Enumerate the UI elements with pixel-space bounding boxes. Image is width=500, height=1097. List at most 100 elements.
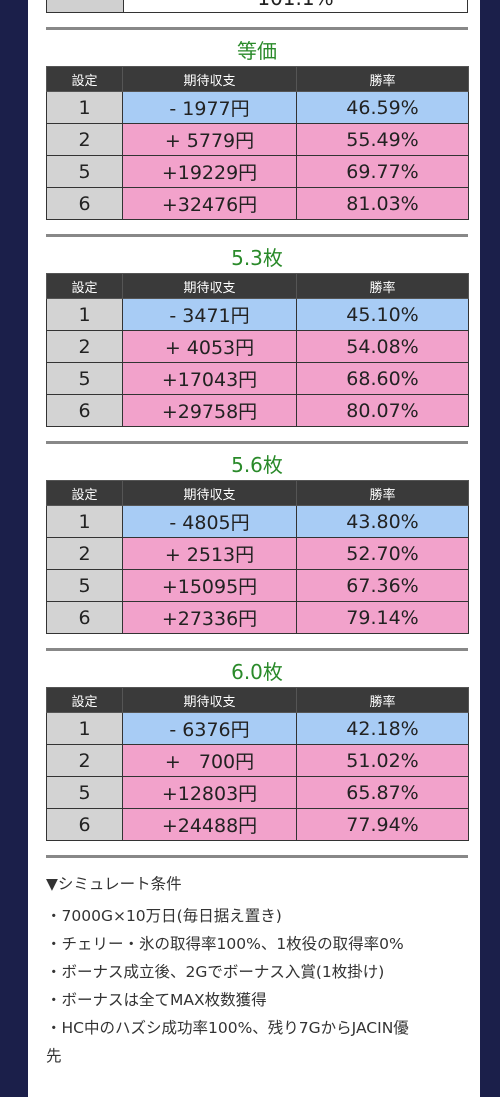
condition-line: ・HC中のハズシ成功率100%、残り7GからJACIN優 <box>46 1019 409 1037</box>
table-row: 2 + 4053円 54.08% <box>46 330 469 363</box>
condition-line: ・7000G×10万日(毎日据え置き) <box>46 907 282 925</box>
winrate-cell: 46.59% <box>296 91 469 124</box>
setting-cell: 1 <box>46 505 123 538</box>
header-winrate: 勝率 <box>296 273 469 299</box>
expected-value-cell: + 5779円 <box>122 123 297 156</box>
section-divider <box>46 234 468 237</box>
payout-value: 101.1% <box>124 0 467 10</box>
rate-section: 5.3枚 設定 期待収支 勝率 1- 3471円 45.10% 2 + 4053円 54… <box>46 234 469 441</box>
result-sections: 等価 設定 期待収支 勝率 1- 1977円 46.59% 2 + 5779円 55.4… <box>28 27 480 855</box>
winrate-cell: 69.77% <box>296 155 469 188</box>
winrate-cell: 81.03% <box>296 187 469 220</box>
table-row: 1- 1977円 46.59% <box>46 91 469 124</box>
winrate-cell: 79.14% <box>296 601 469 634</box>
previous-table-remnant: 101.1% <box>46 0 468 13</box>
section-divider <box>46 27 468 30</box>
expected-value-cell: +32476円 <box>122 187 297 220</box>
winrate-cell: 55.49% <box>296 123 469 156</box>
section-title: 5.3枚 <box>231 246 283 270</box>
winrate-cell: 65.87% <box>296 776 469 809</box>
result-table: 設定 期待収支 勝率 1- 4805円 43.80% 2 + 2513円 52.70% 5… <box>46 480 469 634</box>
table-row: 1- 6376円 42.18% <box>46 712 469 745</box>
header-winrate: 勝率 <box>296 687 469 713</box>
setting-cell: 1 <box>46 91 123 124</box>
table-header-row: 設定 期待収支 勝率 <box>46 66 469 92</box>
rate-section: 等価 設定 期待収支 勝率 1- 1977円 46.59% 2 + 5779円 55.4… <box>46 27 469 234</box>
result-table: 設定 期待収支 勝率 1- 3471円 45.10% 2 + 4053円 54.08% 5… <box>46 273 469 427</box>
condition-line: ・ボーナス成立後、2Gでボーナス入賞(1枚掛け) <box>46 963 385 981</box>
header-setting: 設定 <box>46 687 123 713</box>
header-winrate: 勝率 <box>296 480 469 506</box>
table-row: 6 +24488円 77.94% <box>46 808 469 841</box>
table-row: 2 + 5779円 55.49% <box>46 123 469 156</box>
header-setting: 設定 <box>46 273 123 299</box>
expected-value-cell: - 6376円 <box>122 712 297 745</box>
simulation-conditions: ▼シミュレート条件 ・7000G×10万日(毎日据え置き) ・チェリー・氷の取得… <box>46 872 476 1070</box>
table-row: 2 + 2513円 52.70% <box>46 537 469 570</box>
setting-cell: 2 <box>46 123 123 156</box>
payout-cell: 101.1% <box>124 0 467 12</box>
expected-value-cell: - 4805円 <box>122 505 297 538</box>
header-setting: 設定 <box>46 480 123 506</box>
table-row: 6 +29758円 80.07% <box>46 394 469 427</box>
table-row: 6 +32476円 81.03% <box>46 187 469 220</box>
expected-value-cell: + 4053円 <box>122 330 297 363</box>
expected-value-cell: - 1977円 <box>122 91 297 124</box>
expected-value-cell: +19229円 <box>122 155 297 188</box>
conditions-divider <box>46 855 468 858</box>
setting-cell: 5 <box>46 569 123 602</box>
rate-section: 6.0枚 設定 期待収支 勝率 1- 6376円 42.18% 2 + 700円 51.… <box>46 648 469 855</box>
expected-value-cell: + 700円 <box>122 744 297 777</box>
expected-value-cell: + 2513円 <box>122 537 297 570</box>
header-expected: 期待収支 <box>122 687 297 713</box>
header-expected: 期待収支 <box>122 480 297 506</box>
setting-cell: 6 <box>46 394 123 427</box>
table-header-row: 設定 期待収支 勝率 <box>46 687 469 713</box>
setting-cell <box>47 0 124 12</box>
setting-cell: 1 <box>46 298 123 331</box>
winrate-cell: 51.02% <box>296 744 469 777</box>
setting-cell: 1 <box>46 712 123 745</box>
table-row: 5 +15095円 67.36% <box>46 569 469 602</box>
winrate-cell: 68.60% <box>296 362 469 395</box>
expected-value-cell: +15095円 <box>122 569 297 602</box>
table-row: 1- 4805円 43.80% <box>46 505 469 538</box>
conditions-heading: ▼シミュレート条件 <box>46 875 182 893</box>
section-title: 等価 <box>237 39 277 63</box>
setting-cell: 5 <box>46 776 123 809</box>
expected-value-cell: +12803円 <box>122 776 297 809</box>
winrate-cell: 54.08% <box>296 330 469 363</box>
table-row: 1- 3471円 45.10% <box>46 298 469 331</box>
table-header-row: 設定 期待収支 勝率 <box>46 480 469 506</box>
setting-cell: 2 <box>46 744 123 777</box>
setting-cell: 6 <box>46 601 123 634</box>
condition-line: 先 <box>46 1047 62 1065</box>
setting-cell: 5 <box>46 155 123 188</box>
setting-cell: 6 <box>46 808 123 841</box>
table-row: 5 +19229円 69.77% <box>46 155 469 188</box>
setting-cell: 2 <box>46 330 123 363</box>
winrate-cell: 42.18% <box>296 712 469 745</box>
winrate-cell: 80.07% <box>296 394 469 427</box>
expected-value-cell: +27336円 <box>122 601 297 634</box>
condition-line: ・チェリー・氷の取得率100%、1枚役の取得率0% <box>46 935 404 953</box>
expected-value-cell: +17043円 <box>122 362 297 395</box>
header-expected: 期待収支 <box>122 66 297 92</box>
section-title: 5.6枚 <box>231 453 283 477</box>
table-row: 5 +17043円 68.60% <box>46 362 469 395</box>
expected-value-cell: - 3471円 <box>122 298 297 331</box>
setting-cell: 2 <box>46 537 123 570</box>
setting-cell: 6 <box>46 187 123 220</box>
setting-cell: 5 <box>46 362 123 395</box>
header-setting: 設定 <box>46 66 123 92</box>
expected-value-cell: +24488円 <box>122 808 297 841</box>
winrate-cell: 52.70% <box>296 537 469 570</box>
section-title: 6.0枚 <box>231 660 283 684</box>
winrate-cell: 77.94% <box>296 808 469 841</box>
table-header-row: 設定 期待収支 勝率 <box>46 273 469 299</box>
winrate-cell: 45.10% <box>296 298 469 331</box>
winrate-cell: 43.80% <box>296 505 469 538</box>
table-row: 5 +12803円 65.87% <box>46 776 469 809</box>
section-divider <box>46 441 468 444</box>
